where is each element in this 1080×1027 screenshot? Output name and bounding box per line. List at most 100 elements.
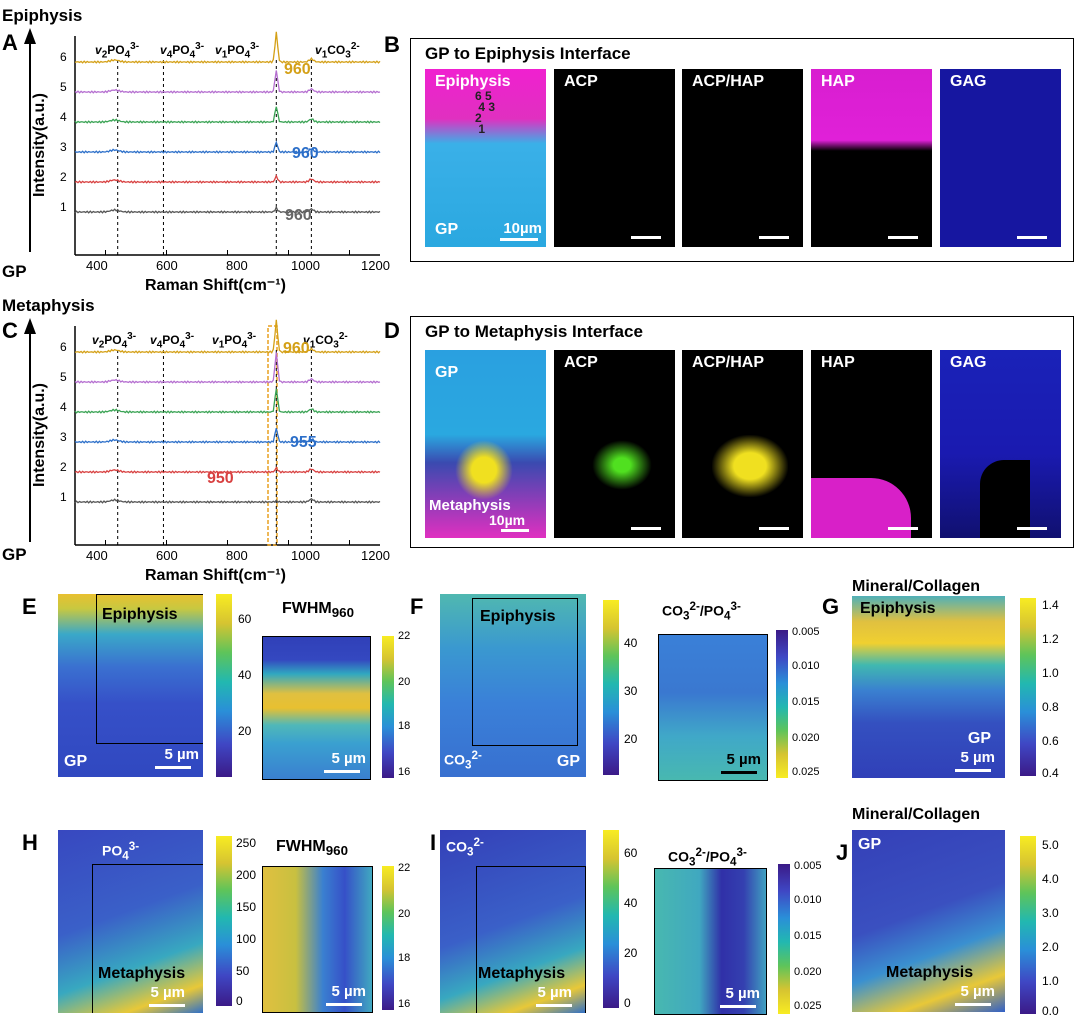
scale-bar (149, 1004, 185, 1007)
scale-bar (721, 771, 757, 774)
panel-b-tile-gag: GAG (940, 69, 1061, 247)
cbar-tick: 0.4 (1042, 766, 1059, 780)
panel-j-title: Mineral/Collagen (852, 806, 981, 823)
scale-text: 5 µm (537, 984, 573, 1001)
panel-f-map: Epiphysis CO32- GP (440, 594, 586, 777)
panel-e-inset-map: 5 µm (262, 636, 371, 780)
gag-void (980, 460, 1030, 538)
spectrum-label: 3 (60, 430, 67, 444)
panel-b-tile-hap: HAP (811, 69, 932, 247)
acp-region (592, 440, 652, 490)
cbar-tick: 1.4 (1042, 598, 1059, 612)
panel-a-ylabel: Intensity(a.u.) (31, 92, 48, 198)
scale-bar (759, 527, 789, 530)
spectrum-label: 1 (60, 200, 67, 214)
panel-c-ylabel: Intensity(a.u.) (31, 382, 48, 488)
cbar-tick: 22 (398, 630, 411, 642)
panel-h-colorbar (216, 836, 232, 1006)
scale-text: 5 µm (725, 985, 761, 1002)
panel-d-frame (410, 316, 1074, 548)
scale-bar (536, 1004, 572, 1007)
panel-letter-d: D (384, 318, 400, 343)
cbar-tick: 1.0 (1042, 666, 1059, 680)
panel-c-bottom-label: GP (2, 545, 27, 564)
panel-j-map: GP Metaphysis 5 µm (852, 830, 1005, 1012)
panel-d-tile-gag: GAG (940, 350, 1061, 538)
scale-bar (501, 529, 529, 532)
band-label-v2po4: v2PO43- (95, 41, 140, 61)
peak-mark-950: 950 (207, 470, 234, 487)
spectrum-curve (74, 106, 381, 124)
panel-letter-i: I (430, 830, 437, 855)
cbar-tick: 0.005 (794, 860, 822, 872)
panel-d-tile-acp: ACP (554, 350, 675, 538)
cbar-tick: 60 (238, 612, 252, 626)
map-label: Epiphysis (860, 600, 936, 617)
panel-h-map: PO43- Metaphysis 5 µm (58, 830, 203, 1013)
tile-title: HAP (821, 354, 855, 371)
panel-c-top-label: Metaphysis (2, 296, 95, 315)
panel-i-map: CO32- Metaphysis 5 µm (440, 830, 586, 1013)
spectrum-label: 6 (60, 50, 67, 64)
map-label: Epiphysis (480, 608, 556, 625)
band-label-v1co3: v1CO32- (315, 41, 360, 61)
spectrum-curve (74, 31, 381, 64)
panel-c-spectra (24, 318, 381, 546)
spectrum-curve (74, 319, 381, 354)
x-tick: 1200 (361, 548, 390, 563)
x-tick: 400 (86, 258, 108, 273)
panel-letter-e: E (22, 594, 37, 619)
x-tick: 1000 (291, 548, 320, 563)
spectrum-curve (74, 466, 381, 474)
tile-title: HAP (821, 73, 855, 90)
scale-text: 10µm (503, 220, 542, 237)
cbar-tick: 100 (236, 932, 257, 946)
cbar-tick: 0.6 (1042, 734, 1059, 748)
scale-text: 5 µm (150, 984, 186, 1001)
map-label: CO32- (444, 748, 482, 771)
scale-bar (1017, 527, 1047, 530)
cbar-tick: 0.020 (794, 966, 822, 978)
spectrum-curve (74, 428, 381, 444)
cbar-tick: 200 (236, 868, 257, 882)
band-label-v1po4: v1PO43- (215, 41, 260, 61)
spectrum-label: 6 (60, 340, 67, 354)
x-tick: 1200 (361, 258, 390, 273)
panel-d-tile-hap: HAP (811, 350, 932, 538)
panel-letter-a: A (2, 30, 18, 55)
scale-text: 5 µm (164, 746, 200, 763)
cbar-tick: 250 (236, 836, 257, 850)
panel-i-inset-title: CO32-/PO43- (668, 846, 747, 869)
inset-box (476, 866, 586, 1013)
panel-letter-c: C (2, 318, 18, 343)
panel-e-inset-colorbar (382, 636, 394, 778)
inset-box (92, 864, 203, 1013)
map-label: GP (858, 836, 882, 853)
map-label: Metaphysis (478, 965, 566, 982)
scale-bar (155, 766, 191, 769)
band-label-v1co3: v1CO32- (303, 331, 348, 351)
cbar-tick: 50 (236, 964, 250, 978)
x-tick: 800 (226, 258, 248, 273)
map-label: Metaphysis (98, 965, 186, 982)
panel-b-tile-acp: ACP (554, 69, 675, 247)
spectrum-curve (74, 70, 381, 94)
scale-bar (631, 527, 661, 530)
band-label-v4po4: v4PO43- (150, 331, 195, 351)
spectrum-curve (74, 173, 381, 184)
panel-letter-h: H (22, 830, 38, 855)
scale-text: 5 µm (960, 983, 996, 1000)
panel-letter-b: B (384, 32, 400, 57)
scale-bar (324, 770, 360, 773)
panel-letter-j: J (836, 840, 849, 865)
panel-j-colorbar (1020, 836, 1036, 1014)
panel-e-colorbar (216, 594, 232, 777)
tile-title: ACP (564, 73, 598, 90)
cbar-tick: 0.8 (1042, 700, 1059, 714)
spectrum-curve (74, 205, 381, 214)
panel-a-spectra (24, 28, 381, 256)
cbar-tick: 18 (398, 720, 411, 732)
cbar-tick: 16 (398, 766, 411, 778)
cbar-tick: 40 (238, 668, 252, 682)
acp-hap-region (455, 440, 513, 500)
